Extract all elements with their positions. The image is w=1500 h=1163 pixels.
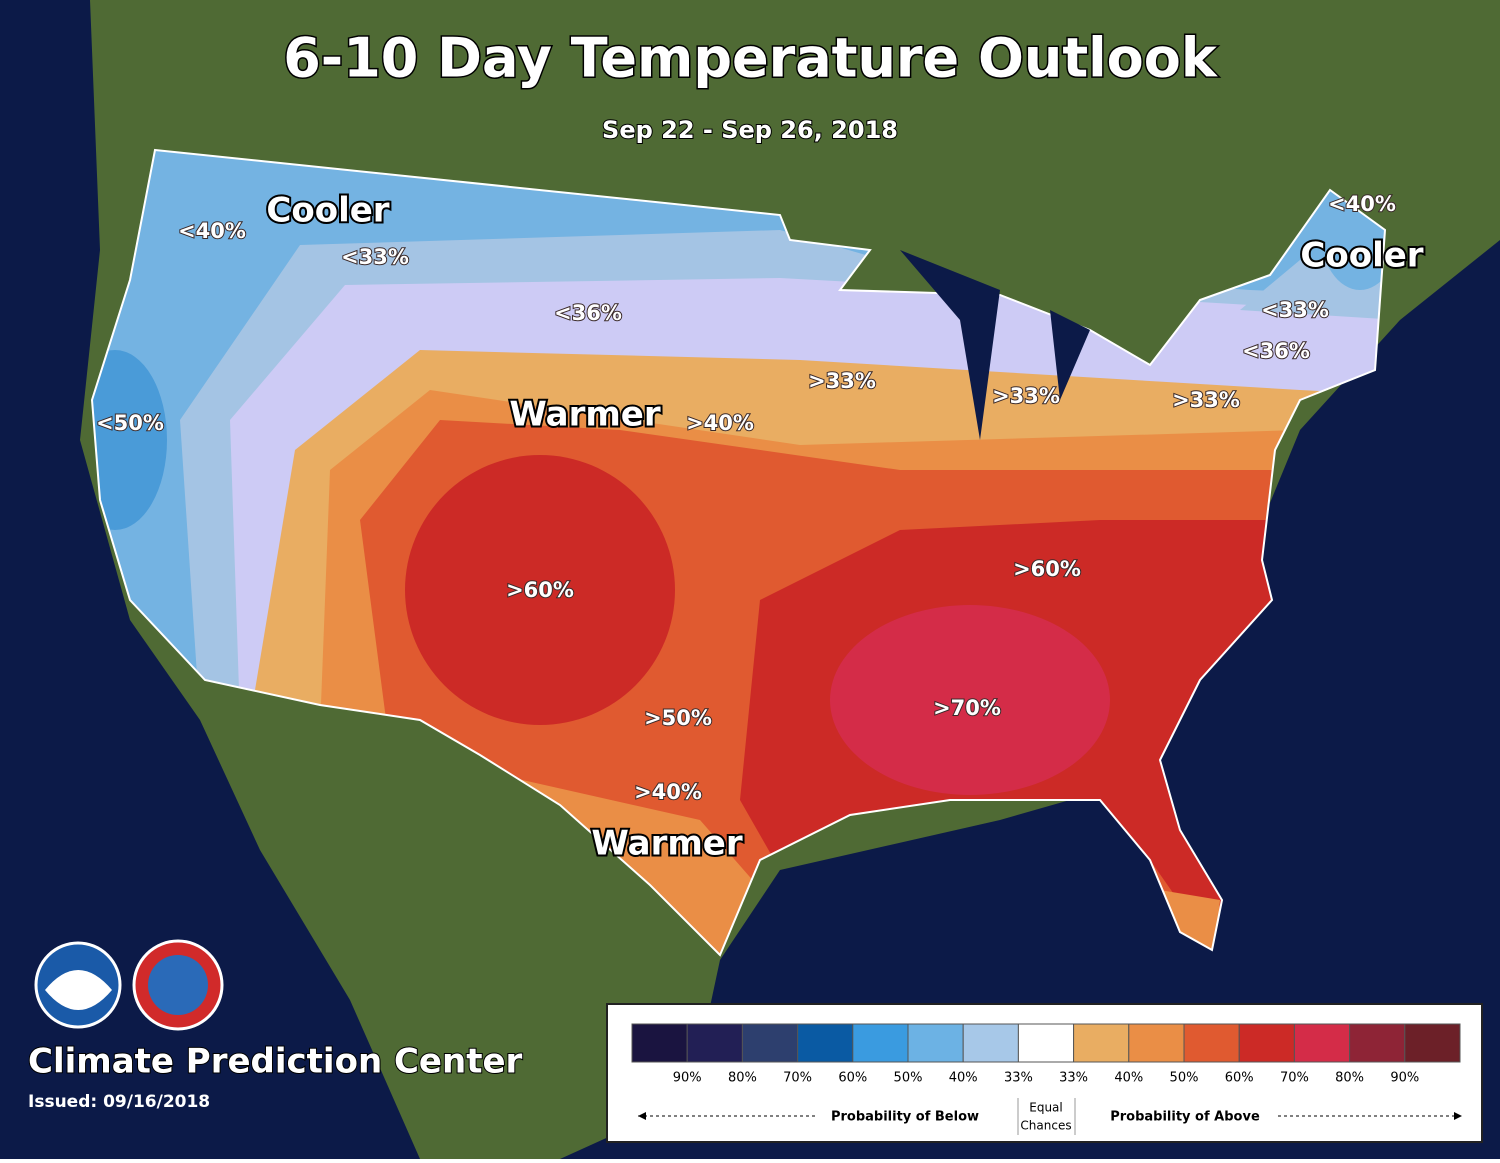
legend-tick-label: 80% [1335, 1071, 1364, 1086]
title: 6-10 Day Temperature Outlook [283, 27, 1218, 90]
legend-swatch [686, 1023, 743, 1063]
probability-label: <33% [341, 245, 409, 269]
probability-label: <36% [1242, 339, 1310, 363]
legend-below: Probability of Below [831, 1110, 979, 1125]
probability-label: >33% [808, 369, 876, 393]
probability-label: >60% [1013, 557, 1081, 581]
legend-tick-label: 70% [783, 1071, 812, 1086]
probability-label: >33% [992, 384, 1060, 408]
legend-tick-label: 50% [1170, 1071, 1199, 1086]
legend-tick-label: 90% [1390, 1071, 1419, 1086]
region-label: Warmer [591, 824, 742, 864]
legend-tick-label: 60% [838, 1071, 867, 1086]
probability-label: >40% [634, 780, 702, 804]
probability-label: <40% [178, 219, 246, 243]
legend-tick-label: 70% [1280, 1071, 1309, 1086]
probability-label: >60% [506, 578, 574, 602]
legend-swatch [1017, 1023, 1075, 1063]
probability-label: <50% [96, 411, 164, 435]
legend-tick-label: 33% [1004, 1071, 1033, 1086]
region-label: Warmer [509, 395, 660, 435]
legend-above: Probability of Above [1110, 1110, 1260, 1125]
legend-tick-label: 90% [673, 1071, 702, 1086]
region-label: Cooler [1300, 236, 1423, 276]
logos [34, 939, 224, 1031]
legend-swatch [1183, 1023, 1240, 1063]
legend-swatch [1128, 1023, 1185, 1063]
legend-swatch [797, 1023, 854, 1063]
legend-tick-label: 40% [949, 1071, 978, 1086]
legend-tick-label: 50% [894, 1071, 923, 1086]
legend-swatch [1404, 1023, 1461, 1063]
legend-swatch [631, 1023, 688, 1063]
us-outline [90, 148, 1387, 957]
legend-tick-label: 60% [1225, 1071, 1254, 1086]
probability-label: >50% [644, 706, 712, 730]
probability-label: >33% [1172, 388, 1240, 412]
legend-swatch [962, 1023, 1019, 1063]
legend-swatch [1293, 1023, 1351, 1063]
probability-label: <40% [1328, 192, 1396, 216]
legend-swatch [1349, 1023, 1406, 1063]
legend-tick-label: 80% [728, 1071, 757, 1086]
probability-label: <33% [1261, 298, 1329, 322]
legend-swatch [1073, 1023, 1130, 1063]
legend-swatch [1238, 1023, 1295, 1063]
probability-label: >70% [933, 696, 1001, 720]
legend-swatch [852, 1023, 909, 1063]
legend-equal: Chances [1020, 1119, 1071, 1133]
legend-equal: Equal [1029, 1101, 1063, 1115]
issued-date: Issued: 09/16/2018 [28, 1092, 210, 1112]
center-name: Climate Prediction Center [28, 1042, 523, 1082]
region-label: Cooler [266, 191, 389, 231]
great-lakes [900, 250, 1090, 440]
legend-swatch [741, 1023, 799, 1063]
legend-tick-label: 40% [1114, 1071, 1143, 1086]
probability-label: >40% [686, 411, 754, 435]
arrowhead [1454, 1112, 1462, 1120]
legend-swatch [907, 1023, 964, 1063]
probability-label: <36% [554, 301, 622, 325]
subtitle: Sep 22 - Sep 26, 2018 [602, 116, 898, 144]
legend-tick-label: 33% [1059, 1071, 1088, 1086]
arrowhead [638, 1112, 646, 1120]
